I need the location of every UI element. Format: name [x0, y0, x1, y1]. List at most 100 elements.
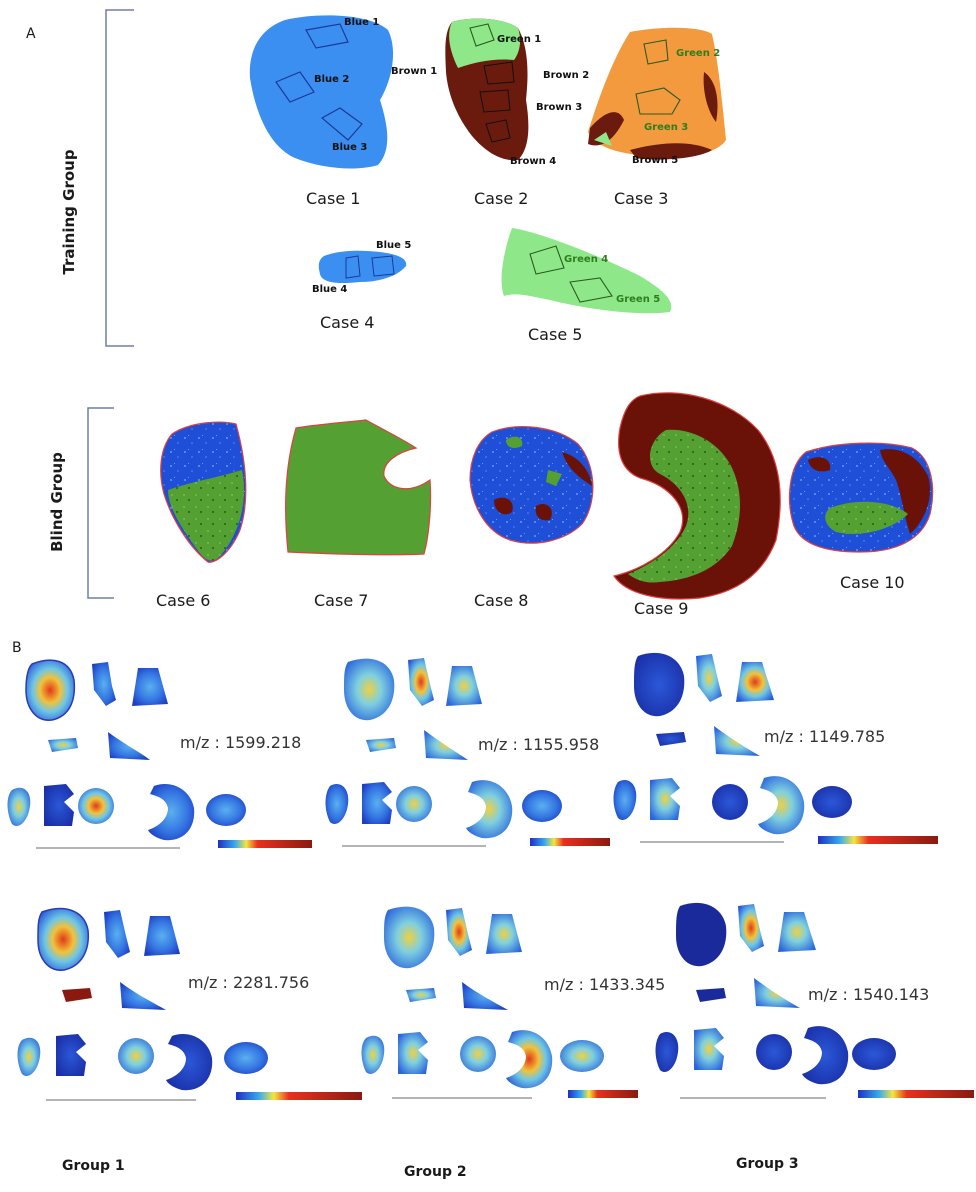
ion-block-1599 [7, 659, 312, 849]
ion-case2 [92, 662, 116, 706]
blind-bracket [87, 407, 114, 599]
roi-green2-outline [643, 39, 669, 65]
group-3-label: Group 3 [736, 1156, 799, 1172]
roi-brown1: Brown 1 [391, 66, 437, 77]
roi-blue2-outline [275, 71, 315, 103]
ion-case4 [406, 988, 436, 1002]
ion-case9 [148, 784, 195, 841]
training-group-label: Training Group [60, 149, 78, 274]
ion-case1 [634, 652, 685, 717]
ion-case8 [118, 1038, 154, 1074]
case7-caption: Case 7 [314, 591, 368, 610]
ion-block-1433 [361, 906, 638, 1099]
panel-label-b: B [12, 640, 22, 656]
case3-green-patch [594, 132, 612, 146]
ion-case1 [37, 907, 90, 971]
ion-case2 [446, 908, 472, 956]
ion-case10 [812, 786, 852, 818]
case9-green [628, 429, 740, 583]
ion-case8 [460, 1036, 496, 1072]
roi-blue4-outline [345, 255, 361, 279]
ion-case6 [655, 1032, 679, 1072]
ion-case4 [48, 738, 78, 752]
colorbar [530, 838, 610, 846]
ion-case8 [712, 784, 748, 820]
training-bracket [105, 9, 134, 347]
ion-block-2281 [17, 907, 362, 1101]
ion-case2 [104, 910, 130, 958]
ion-case1 [384, 906, 435, 969]
case5-caption: Case 5 [528, 325, 582, 344]
roi-blue3: Blue 3 [332, 142, 367, 153]
ion-case10 [852, 1038, 896, 1070]
ion-case8 [396, 786, 432, 822]
ion-case2 [696, 654, 722, 702]
roi-blue1-outline [305, 23, 349, 49]
roi-brown4-outline [485, 119, 511, 143]
ion-case9 [506, 1030, 553, 1089]
mz-label-3: m/z : 1149.785 [764, 727, 885, 746]
colorbar [858, 1090, 974, 1098]
ion-case4 [696, 988, 726, 1002]
case3-tissue [588, 27, 726, 157]
case8-brown-left [494, 497, 513, 515]
ion-case9 [166, 1034, 213, 1091]
ion-case6 [7, 787, 31, 826]
ion-case3 [132, 668, 168, 706]
case8-brown-right [562, 452, 592, 486]
ion-case2 [738, 904, 764, 952]
ion-case1 [25, 659, 76, 721]
ion-case9 [466, 780, 513, 839]
roi-green3-outline [635, 87, 681, 115]
ion-case8 [756, 1034, 792, 1070]
ion-case10 [522, 790, 562, 822]
group-2-label: Group 2 [404, 1164, 467, 1180]
ion-case5 [120, 982, 166, 1010]
roi-brown5: Brown 5 [632, 155, 678, 166]
ion-case6 [361, 1035, 385, 1074]
ion-case6 [613, 780, 637, 820]
case10-green [825, 501, 908, 534]
roi-blue4: Blue 4 [312, 284, 347, 295]
case8-tissue [469, 426, 594, 544]
mz-label-2: m/z : 1155.958 [478, 735, 599, 754]
ion-block-1149 [613, 652, 938, 844]
roi-blue5: Blue 5 [376, 240, 411, 251]
roi-green4-outline [529, 245, 565, 275]
ion-case6 [17, 1037, 41, 1076]
ion-case10 [206, 794, 246, 826]
blind-group-label: Blind Group [48, 452, 66, 552]
roi-green5-outline [569, 277, 613, 303]
group-1-label: Group 1 [62, 1158, 125, 1174]
roi-green3: Green 3 [644, 122, 688, 133]
roi-blue1: Blue 1 [344, 17, 379, 28]
case8-green-top [506, 436, 523, 448]
roi-brown2-outline [483, 61, 515, 85]
ion-case7 [398, 1032, 428, 1074]
case7-tissue [285, 419, 432, 556]
mz-label-1: m/z : 1599.218 [180, 733, 301, 752]
ion-case3 [736, 662, 774, 702]
colorbar [818, 836, 938, 844]
ion-case7 [650, 778, 680, 820]
case2-caption: Case 2 [474, 189, 528, 208]
ion-case10 [224, 1042, 268, 1074]
ion-case3 [144, 916, 180, 956]
ion-case9 [802, 1026, 849, 1085]
mz-label-4: m/z : 2281.756 [188, 973, 309, 992]
ion-case1 [344, 658, 395, 721]
case8-caption: Case 8 [474, 591, 528, 610]
roi-green1: Green 1 [497, 34, 541, 45]
colorbar [568, 1090, 638, 1098]
ion-case9 [758, 776, 805, 835]
case8-brown-mid [535, 503, 552, 521]
ion-case5 [424, 730, 468, 760]
roi-brown2: Brown 2 [543, 70, 589, 81]
case3-caption: Case 3 [614, 189, 668, 208]
case6-caption: Case 6 [156, 591, 210, 610]
roi-green1-outline [469, 23, 495, 47]
mz-label-6: m/z : 1540.143 [808, 985, 929, 1004]
case3-brown-bottom [630, 143, 712, 160]
ion-case8 [78, 788, 114, 824]
